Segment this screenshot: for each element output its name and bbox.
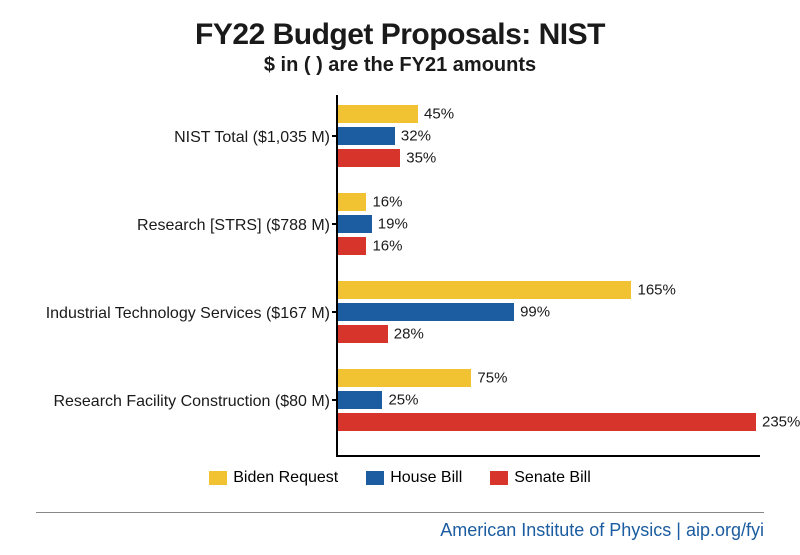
value-label: 32% <box>395 128 431 145</box>
category-label: Research Facility Construction ($80 M) <box>53 393 338 411</box>
bar-row: 45% <box>338 105 756 123</box>
chart-container: FY22 Budget Proposals: NIST $ in ( ) are… <box>0 0 800 555</box>
bar <box>338 413 756 431</box>
bar-row: 32% <box>338 127 756 145</box>
category-group: NIST Total ($1,035 M)45%32%35% <box>338 105 756 171</box>
value-label: 16% <box>366 194 402 211</box>
bar <box>338 105 418 123</box>
bar <box>338 303 514 321</box>
bar-row: 235% <box>338 413 756 431</box>
plot-area: NIST Total ($1,035 M) 45% 32% 35% Research [… <box>36 91 764 461</box>
legend-item: Senate Bill <box>490 469 591 487</box>
value-label: 75% <box>471 370 507 387</box>
bar-row: 35% <box>338 149 756 167</box>
value-label: 28% <box>388 326 424 343</box>
category-label: Research [STRS] ($788 M) <box>137 217 338 235</box>
legend-label: Senate Bill <box>514 469 591 487</box>
bar-row: 16% <box>338 237 756 255</box>
category-group: Research [STRS] ($788 M)16%19%16% <box>338 193 756 259</box>
category-group: Industrial Technology Services ($167 M)1… <box>338 281 756 347</box>
category-label: NIST Total ($1,035 M) <box>174 129 338 147</box>
value-label: 19% <box>372 216 408 233</box>
bar-row: 16% <box>338 193 756 211</box>
bar-row: 99% <box>338 303 756 321</box>
value-label: 35% <box>400 150 436 167</box>
value-label: 165% <box>631 282 675 299</box>
legend-label: House Bill <box>390 469 462 487</box>
x-axis <box>336 455 760 457</box>
legend: Biden Request House Bill Senate Bill <box>36 469 764 490</box>
value-label: 45% <box>418 106 454 123</box>
category-label: Industrial Technology Services ($167 M) <box>46 305 338 323</box>
chart-subtitle: $ in ( ) are the FY21 amounts <box>36 54 764 77</box>
value-label: 235% <box>756 414 800 431</box>
bar <box>338 391 382 409</box>
legend-swatch <box>209 471 227 485</box>
category-group: Research Facility Construction ($80 M)75… <box>338 369 756 435</box>
value-label: 25% <box>382 392 418 409</box>
value-label: 16% <box>366 238 402 255</box>
bar <box>338 193 366 211</box>
bar-row: 75% <box>338 369 756 387</box>
bar-row: 19% <box>338 215 756 233</box>
bar <box>338 369 471 387</box>
legend-item: House Bill <box>366 469 462 487</box>
legend-swatch <box>366 471 384 485</box>
bar <box>338 325 388 343</box>
bar-row: 165% <box>338 281 756 299</box>
bar <box>338 215 372 233</box>
bar <box>338 127 395 145</box>
bar-row: 25% <box>338 391 756 409</box>
value-label: 99% <box>514 304 550 321</box>
bar <box>338 149 400 167</box>
bar <box>338 281 631 299</box>
legend-swatch <box>490 471 508 485</box>
legend-label: Biden Request <box>233 469 338 487</box>
bar-row: 28% <box>338 325 756 343</box>
bar <box>338 237 366 255</box>
footer-attribution: American Institute of Physics | aip.org/… <box>440 520 764 541</box>
footer-divider <box>36 512 764 513</box>
legend-item: Biden Request <box>209 469 338 487</box>
chart-title: FY22 Budget Proposals: NIST <box>36 18 764 52</box>
